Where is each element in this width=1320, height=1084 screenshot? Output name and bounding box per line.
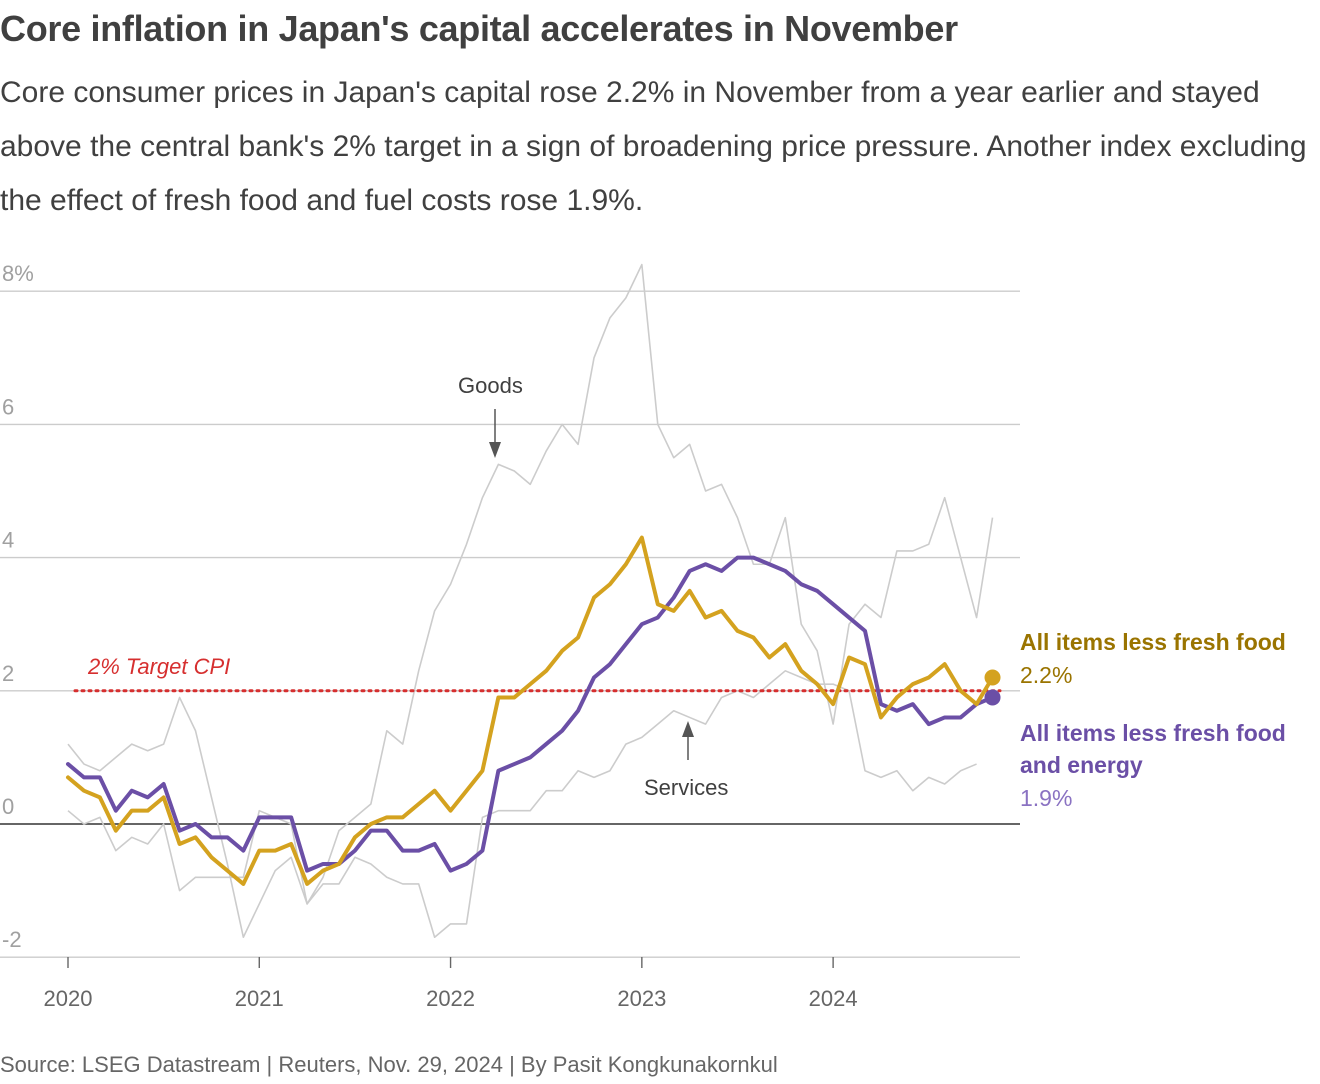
- services-arrow-head: [682, 721, 694, 737]
- core-end-label: All items less fresh food 2.2%: [1020, 629, 1286, 688]
- chart-subtitle: Core consumer prices in Japan's capital …: [0, 76, 1307, 217]
- source-credit: Source: LSEG Datastream | Reuters, Nov. …: [0, 1052, 778, 1077]
- y-tick-label: 4: [2, 528, 14, 553]
- x-tick-label: 2022: [426, 986, 475, 1011]
- y-tick-label: 6: [2, 394, 14, 419]
- services-line: [67, 670, 977, 939]
- services-annotation: Services: [644, 721, 728, 800]
- services-annotation-label: Services: [644, 775, 728, 800]
- corecore-series-value: 1.9%: [1020, 785, 1072, 811]
- core-cpi-line: [66, 535, 995, 886]
- x-tick-label: 2023: [617, 986, 666, 1011]
- core-series-value: 2.2%: [1020, 662, 1072, 688]
- y-tick-label: -2: [2, 927, 22, 952]
- goods-line: [67, 263, 994, 939]
- x-axis: 2020 2021 2022 2023 2024: [44, 957, 858, 1011]
- line-chart: -2 0 2 4 6 8% 2020 2021 2022 2023 2024 2% Target …: [0, 261, 1286, 1011]
- core-cpi-end-dot: [984, 669, 1001, 686]
- x-tick-label: 2021: [235, 986, 284, 1011]
- series-lines: [66, 263, 1002, 939]
- core-core-cpi-line: [66, 555, 995, 873]
- y-axis-ticks: -2 0 2 4 6 8%: [2, 261, 34, 952]
- core-series-name: All items less fresh food: [1020, 629, 1286, 655]
- corecore-series-name-line1: All items less fresh food: [1020, 720, 1286, 746]
- corecore-series-name-line2: and energy: [1020, 752, 1143, 778]
- y-tick-label: 2: [2, 661, 14, 686]
- core-core-cpi-end-dot: [984, 689, 1001, 706]
- y-tick-label: 8%: [2, 261, 34, 286]
- x-tick-label: 2024: [809, 986, 858, 1011]
- y-tick-label: 0: [2, 794, 14, 819]
- corecore-end-label: All items less fresh food and energy 1.9…: [1020, 720, 1286, 811]
- x-tick-label: 2020: [44, 986, 93, 1011]
- chart-title: Core inflation in Japan's capital accele…: [0, 8, 958, 49]
- goods-arrow-head: [489, 442, 501, 458]
- target-label: 2% Target CPI: [87, 654, 230, 679]
- goods-annotation: Goods: [458, 373, 523, 458]
- goods-annotation-label: Goods: [458, 373, 523, 398]
